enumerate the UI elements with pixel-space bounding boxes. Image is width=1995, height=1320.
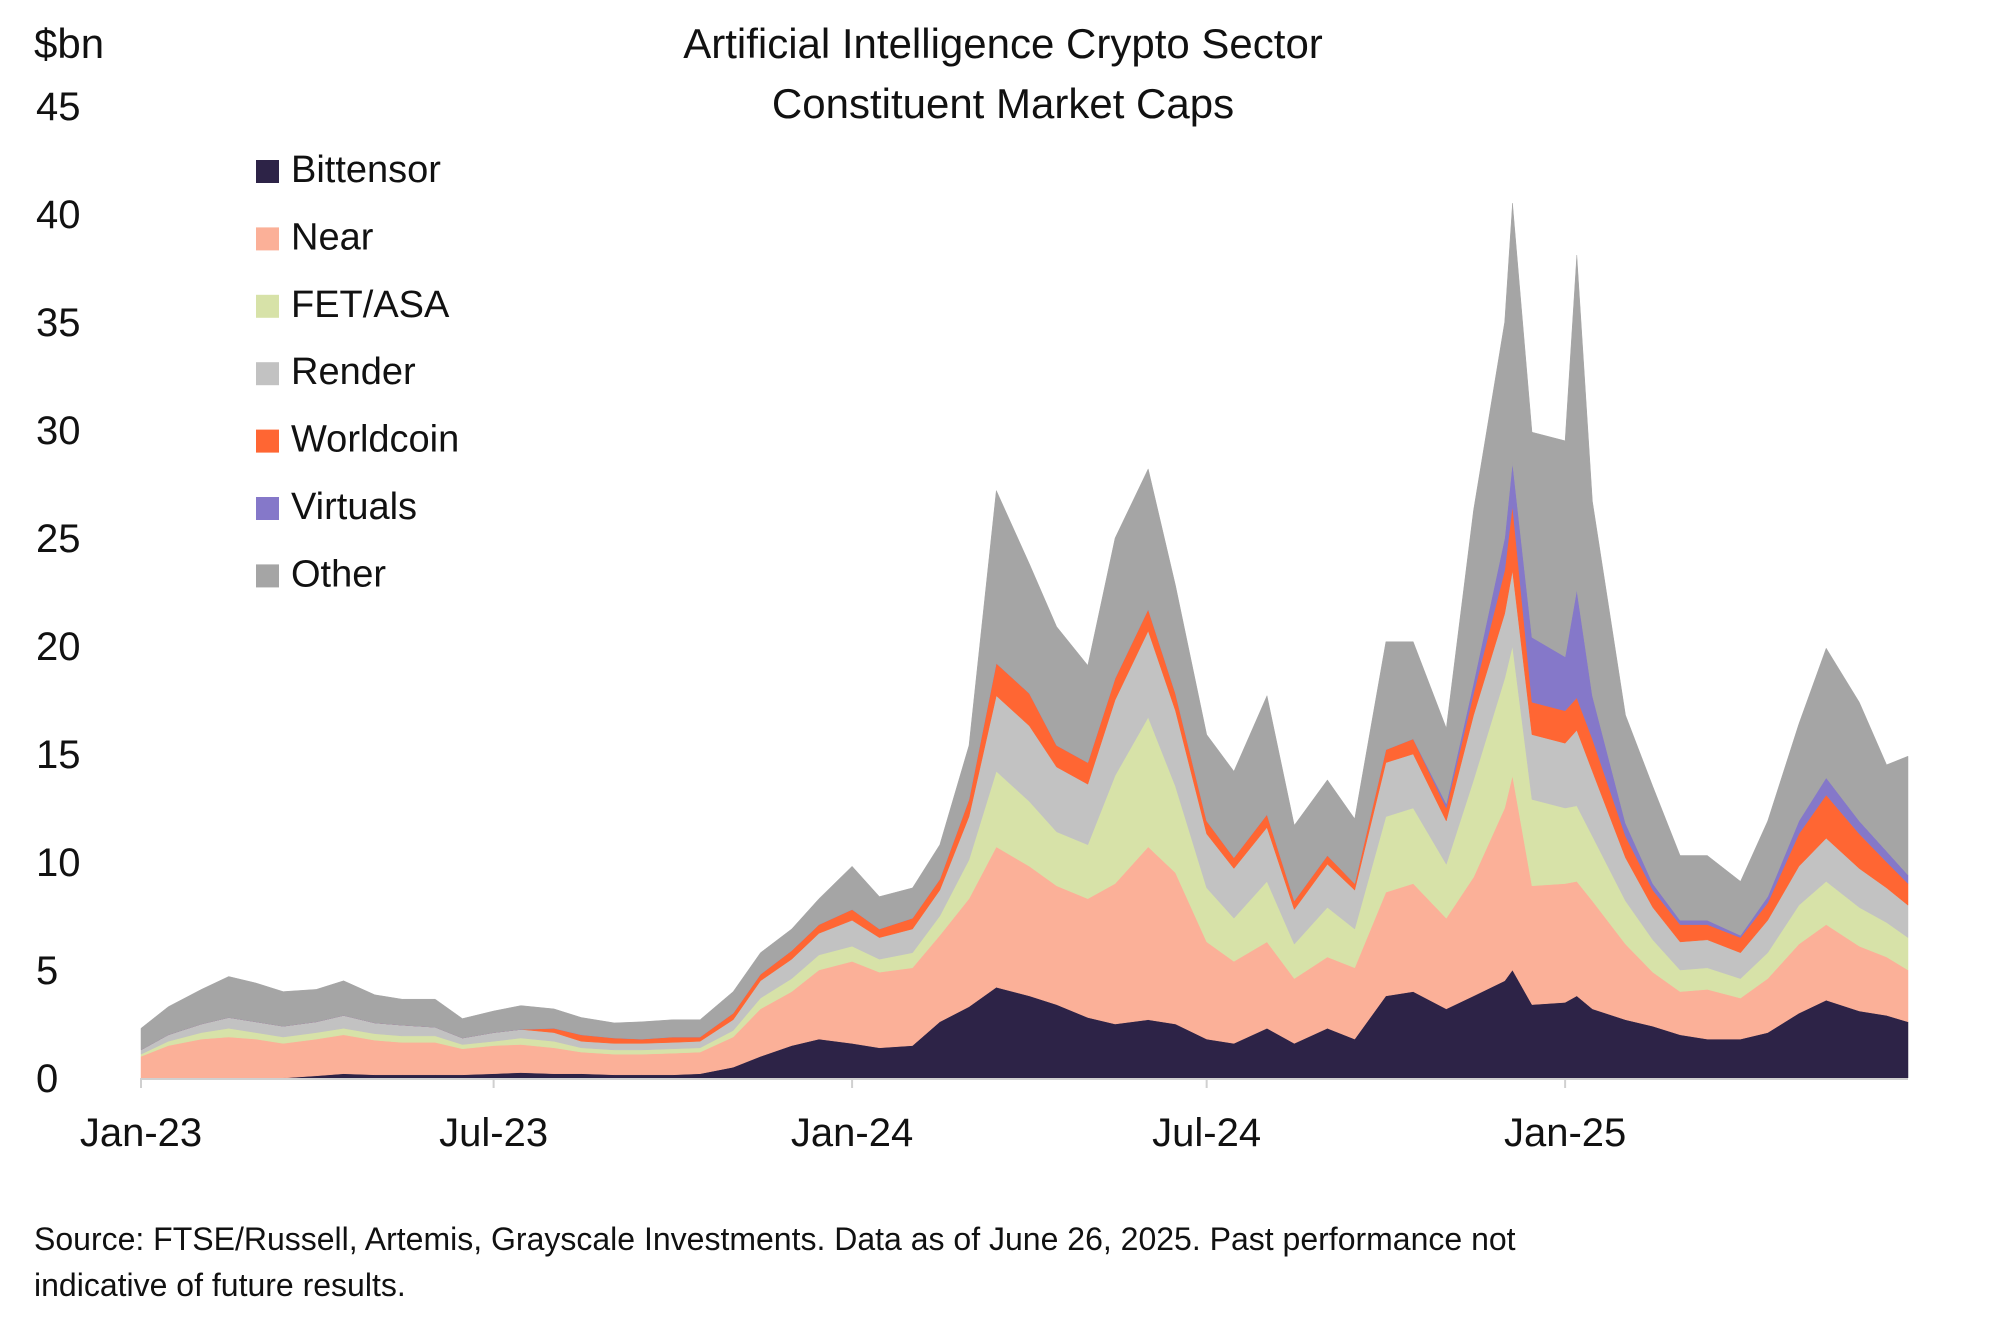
legend-swatch <box>256 362 279 386</box>
legend-label: Worldcoin <box>291 419 459 461</box>
y-tick-label: 5 <box>36 949 58 993</box>
x-axis: Jan-23 Jul-23 Jan-24 Jul-24 Jan-25 <box>80 1078 1908 1155</box>
legend-swatch <box>256 294 279 318</box>
y-tick-label: 15 <box>36 733 81 777</box>
chart-title: Artificial Intelligence Crypto Sector <box>683 20 1323 67</box>
x-tick-label: Jan-25 <box>1504 1111 1626 1155</box>
legend-swatch <box>256 429 279 453</box>
y-tick-label: 30 <box>36 409 81 453</box>
y-tick-label: 45 <box>36 85 81 129</box>
source-note-line-1: Source: FTSE/Russell, Artemis, Grayscale… <box>34 1221 1516 1257</box>
x-tick-label: Jan-23 <box>80 1111 202 1155</box>
source-note-line-2: indicative of future results. <box>34 1267 406 1303</box>
legend: Bittensor Near FET/ASA Render Worldcoin Virtu… <box>256 149 459 595</box>
legend-label: Near <box>291 216 374 258</box>
y-tick-label: 40 <box>36 193 81 237</box>
legend-label: Other <box>291 553 386 595</box>
legend-label: Render <box>291 351 416 393</box>
legend-swatch <box>256 160 279 183</box>
legend-label: FET/ASA <box>291 284 450 326</box>
x-tick-label: Jul-24 <box>1152 1111 1261 1155</box>
y-tick-label: 35 <box>36 301 81 345</box>
y-tick-label: 20 <box>36 625 81 669</box>
legend-swatch <box>256 497 279 520</box>
legend-label: Bittensor <box>291 149 441 191</box>
x-tick-label: Jan-24 <box>791 1111 913 1155</box>
area-layers <box>140 203 1909 1079</box>
x-tick-label: Jul-23 <box>439 1111 548 1155</box>
legend-swatch <box>256 227 279 251</box>
y-axis-unit-label: $bn <box>34 20 104 67</box>
legend-swatch <box>256 564 279 588</box>
chart-subtitle: Constituent Market Caps <box>772 80 1234 127</box>
area-other <box>140 203 1909 1051</box>
y-tick-label: 10 <box>36 841 81 885</box>
y-tick-label: 25 <box>36 517 81 561</box>
legend-label: Virtuals <box>291 486 417 528</box>
y-axis: 0 5 10 15 20 25 30 35 40 45 <box>36 85 81 1101</box>
y-tick-label: 0 <box>36 1057 58 1101</box>
